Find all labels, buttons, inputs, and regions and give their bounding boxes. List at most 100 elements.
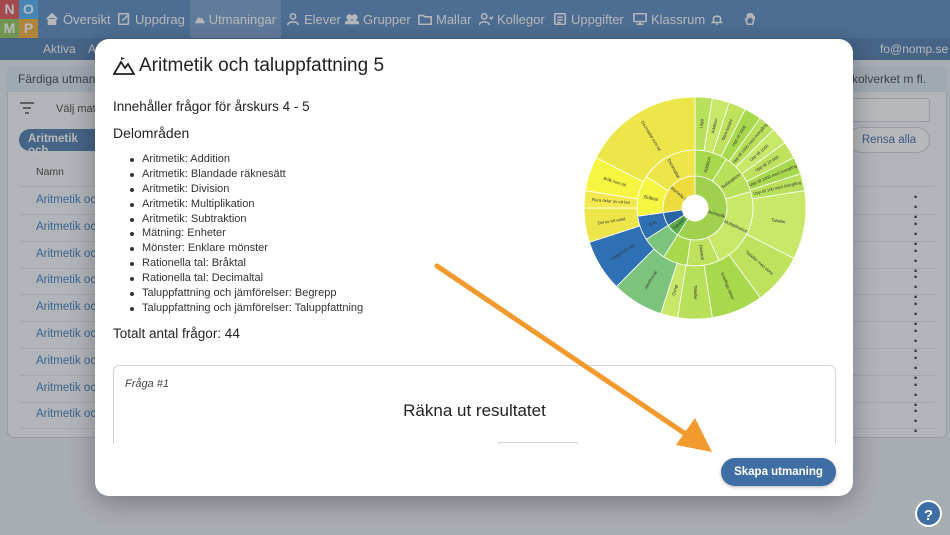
outer-ring-label: Bråk som tal xyxy=(603,176,627,188)
nav-item-label: Översikt xyxy=(63,11,111,27)
middle-ring-label: Addition xyxy=(703,156,713,173)
filter-label[interactable]: Välj mat xyxy=(56,103,96,115)
nav-item-label: Utmaningar xyxy=(208,11,276,27)
table-row[interactable]: Aritmetik oc xyxy=(36,354,97,367)
table-row[interactable]: Aritmetik oc xyxy=(36,194,97,206)
edit-icon xyxy=(117,12,130,26)
hand-icon xyxy=(744,12,756,26)
raise-hand-button[interactable] xyxy=(738,0,762,38)
table-row[interactable]: Aritmetik oc xyxy=(36,274,97,287)
row-menu-icon[interactable]: · · · xyxy=(913,189,919,226)
nav-item-label: Uppdrag xyxy=(135,11,185,27)
list-item: Taluppfattning och jämförelser: Taluppfa… xyxy=(130,302,363,317)
logo-letter-o: O xyxy=(19,0,38,19)
row-menu-icon[interactable]: · · · xyxy=(913,376,919,414)
row-menu-icon[interactable]: · · · xyxy=(913,269,919,307)
total-question-count: Totalt antal frågor: 44 xyxy=(113,326,240,341)
list-item: Aritmetik: Addition xyxy=(130,153,363,168)
row-menu-icon[interactable]: · · · xyxy=(913,242,919,280)
nav-item-label: Elever xyxy=(304,11,341,27)
bell-icon xyxy=(710,15,724,26)
nav-item-elever[interactable]: Elever xyxy=(281,0,346,38)
table-row[interactable]: Aritmetik oc xyxy=(36,301,97,314)
subnav-aktiva[interactable]: Aktiva xyxy=(43,42,76,56)
nav-item-mallar[interactable]: Mallar xyxy=(413,0,476,38)
outer-ring-label: Tabeller xyxy=(771,217,787,224)
nav-item-utmaningar[interactable]: Utmaningar xyxy=(190,0,281,38)
row-menu-icon[interactable]: · · · xyxy=(913,296,919,334)
outer-ring-label: Addition xyxy=(710,117,719,134)
active-filter-chip[interactable]: Aritmetik och xyxy=(19,129,99,157)
panel-title: Färdiga utman xyxy=(18,72,96,86)
nav-item-label: Uppgifter xyxy=(571,11,624,27)
nav-item-label: Grupper xyxy=(363,11,411,27)
logo-letter-p: P xyxy=(19,19,38,38)
chart-center xyxy=(682,195,708,221)
clear-all-button[interactable]: Rensa alla xyxy=(848,127,930,153)
nav-item-label: Klassrum xyxy=(651,11,706,27)
table-row[interactable]: Aritmetik oc xyxy=(36,247,97,260)
nav-item-uppdrag[interactable]: Uppdrag xyxy=(112,0,190,38)
logo-letter-m: M xyxy=(0,19,19,38)
subareas-list: Aritmetik: Addition Aritmetik: Blandade … xyxy=(130,153,363,317)
home-icon xyxy=(46,12,58,26)
grade-range-text: Innehåller frågor för årskurs 4 - 5 xyxy=(113,99,310,114)
person-icon xyxy=(286,12,300,26)
table-row[interactable]: Aritmetik oc xyxy=(36,328,97,340)
mountain-icon xyxy=(195,16,205,24)
inner-ring-label: Aritmetik xyxy=(708,209,727,219)
user-email[interactable]: fo@nomp.se xyxy=(880,42,949,56)
list-item: Mönster: Enklare mönster xyxy=(130,242,363,257)
nomp-logo[interactable]: N O M P xyxy=(0,0,38,38)
nav-item-uppgifter[interactable]: Uppgifter xyxy=(548,0,629,38)
list-item: Mätning: Enheter xyxy=(130,227,363,242)
outer-ring-label: Del av ett antal xyxy=(597,216,625,225)
modal-title: Aritmetik och taluppfattning 5 xyxy=(139,55,385,76)
row-menu-icon[interactable]: · · · xyxy=(913,215,919,253)
classroom-icon xyxy=(633,12,647,26)
outer-ring-label: Flera delar av ett hel xyxy=(592,197,631,205)
list-item: Aritmetik: Subtraktion xyxy=(130,213,363,228)
list-item: Rationella tal: Bråktal xyxy=(130,257,363,272)
table-row[interactable]: Aritmetik oc xyxy=(36,220,97,233)
help-button[interactable]: ? xyxy=(915,500,942,527)
create-challenge-button[interactable]: Skapa utmaning xyxy=(721,458,836,486)
middle-ring-label: Enh xyxy=(648,220,658,228)
panel-source: kolverket m fl. xyxy=(852,72,927,86)
mountain-icon xyxy=(113,57,135,75)
nav-item-oversikt[interactable]: Översikt xyxy=(40,0,116,38)
row-menu-icon[interactable]: · · · xyxy=(913,349,919,387)
search-input[interactable] xyxy=(850,98,930,122)
subnav-item-2[interactable]: A xyxy=(88,42,97,56)
subareas-heading: Delområden xyxy=(113,125,190,141)
outer-ring-label: Tabeller xyxy=(693,285,698,300)
nav-item-klassrum[interactable]: Klassrum xyxy=(628,0,710,38)
colleagues-icon xyxy=(479,12,493,26)
nav-item-label: Kollegor xyxy=(497,11,545,27)
question-number: Fråga #1 xyxy=(125,378,170,390)
modal-footer xyxy=(96,444,852,458)
top-navigation-bar xyxy=(0,0,950,38)
table-row[interactable]: Aritmetik oc xyxy=(36,381,97,394)
filter-icon[interactable] xyxy=(20,102,34,114)
list-item: Rationella tal: Decimaltal xyxy=(130,272,363,287)
group-icon xyxy=(345,14,359,25)
tasks-icon xyxy=(553,12,567,26)
nav-item-grupper[interactable]: Grupper xyxy=(340,0,416,38)
middle-ring-label: Division xyxy=(698,244,705,261)
outer-ring-label: Lägg xyxy=(698,118,704,128)
list-item: Aritmetik: Division xyxy=(130,183,363,198)
row-menu-icon[interactable]: · · · xyxy=(913,403,919,441)
notifications-button[interactable] xyxy=(705,0,729,38)
list-item: Aritmetik: Multiplikation xyxy=(130,198,363,213)
list-item: Aritmetik: Blandade räknesätt xyxy=(130,168,363,183)
folder-icon xyxy=(418,14,432,26)
nav-item-label: Mallar xyxy=(436,11,472,27)
column-header-name[interactable]: Namn xyxy=(36,166,65,178)
middle-ring-label: Bråktal xyxy=(644,193,659,202)
outer-ring-segment[interactable] xyxy=(595,97,696,183)
table-row[interactable]: Aritmetik oc xyxy=(36,408,97,421)
nav-item-kollegor[interactable]: Kollegor xyxy=(474,0,550,38)
row-menu-icon[interactable]: · · · xyxy=(913,323,919,360)
